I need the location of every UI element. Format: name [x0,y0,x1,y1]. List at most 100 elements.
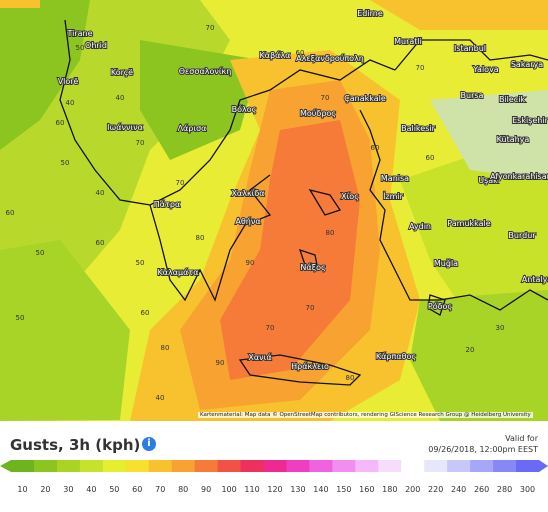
city-label: Vlorë [58,77,79,86]
legend-label: 200 [405,485,420,494]
city-label: Νάξος [300,263,325,272]
legend-swatch [171,460,196,472]
city-label: Burdur [508,231,536,240]
contour-label: 30 [496,324,505,332]
contour-label: 60 [296,49,305,57]
city-label: Καλαμάτα [158,268,199,277]
legend-label: 70 [155,485,165,494]
contour-label: 70 [176,179,185,187]
legend-swatch [516,460,540,472]
legend-label: 260 [474,485,489,494]
contour-label: 60 [371,144,380,152]
contour-label: 60 [56,119,65,127]
legend-swatch [424,460,448,472]
city-label: Θεσσαλονίκη [179,67,232,76]
legend-swatch [332,460,356,472]
contour-label: 70 [306,304,315,312]
legend-swatch [263,460,287,472]
contour-label: 90 [216,359,225,367]
city-label: Sakarya [511,60,543,69]
legend-swatch [56,460,81,472]
legend-arrow [539,460,548,472]
contour-label: 80 [196,234,205,242]
city-label: Μούδρος [300,108,336,118]
city-label: Muğla [434,259,458,268]
legend-swatch [240,460,265,472]
legend-label: 50 [109,485,119,494]
contour-label: 50 [16,314,25,322]
contour-label: 60 [426,154,435,162]
city-label: Manisa [381,174,409,183]
contour-label: 60 [96,239,105,247]
city-label: Λάρισα [178,124,207,133]
legend-title: Gusts, 3h (kph) [10,436,141,454]
wind-area [410,290,548,421]
legend-swatch [355,460,379,472]
city-label: Bursa [461,91,484,100]
wind-area [220,120,360,380]
legend-label: 30 [63,485,73,494]
contour-label: 70 [321,94,330,102]
attribution: Kartenmaterial: Map data © OpenStreetMap… [198,412,533,418]
city-label: Eskişehir [512,116,548,125]
legend-swatch [148,460,173,472]
valid-time: 09/26/2018, 12:00pm EEST [428,445,538,454]
city-label: Κάρπαθος [376,352,416,361]
legend-swatch [447,460,471,472]
contour-label: 50 [76,44,85,52]
contour-label: 90 [246,259,255,267]
legend-label: 150 [336,485,351,494]
city-label: Καβάλα [260,51,291,60]
legend-panel: Gusts, 3h (kph) i Valid for 09/26/2018, … [0,421,548,512]
city-label: Ηράκλειο [291,362,329,371]
wind-area [430,90,548,180]
valid-label: Valid for [505,434,538,443]
city-labels: Tirane Ohrid Korçë Vlorë Θεσσαλονίκη Καβάλα Αλ… [57,8,548,372]
legend-swatch [493,460,517,472]
info-icon[interactable]: i [142,437,156,451]
legend-label: 120 [267,485,282,494]
city-label: Çanakkale [344,94,386,103]
city-label: Tirane [66,29,92,38]
contour-label: 70 [416,64,425,72]
city-label: Χίος [341,192,359,201]
legend-swatch [79,460,104,472]
city-label: Ohrid [85,41,107,50]
contour-label: 70 [266,324,275,332]
legend-swatch [102,460,127,472]
legend-swatch [470,460,494,472]
contour-label: 50 [36,249,45,257]
city-label: Πάτρα [154,200,180,209]
wind-area [0,240,130,421]
contour-label: 40 [96,189,105,197]
contour-labels: 60 70 40 50 60 70 40 50 60 40 50 70 80 90 70 80 60 70 80 90… [6,24,505,402]
city-label: Yalova [472,65,499,74]
contour-label: 50 [136,259,145,267]
contour-label: 80 [346,374,355,382]
contour-label: 40 [156,394,165,402]
city-label: İzmir [383,191,404,201]
coastlines [59,19,548,386]
color-legend: 10 20 30 40 50 60 70 80 90 100 110 120 130 140 150 160 1… [0,460,548,494]
city-label: Aydın [409,222,431,231]
city-label: Ιωάννινα [107,123,143,132]
contour-label: 40 [66,99,75,107]
legend-label: 80 [178,485,188,494]
city-label: Balıkesir [401,124,435,133]
city-label: Αθήνα [235,217,260,226]
map: Tirane Ohrid Korçë Vlorë Θεσσαλονίκη Καβάλα Αλ… [0,0,548,421]
city-label: Χαλκίδα [231,189,264,198]
city-label: Afyonkarahisar [490,172,548,181]
legend-arrow [0,460,11,472]
city-label: Istanbul [454,44,486,53]
legend-swatch [33,460,58,472]
legend-label: 140 [313,485,328,494]
legend-label: 110 [244,485,259,494]
city-label: Ρόδος [428,301,452,311]
wind-area [0,0,548,30]
contour-label: 50 [61,159,70,167]
legend-label: 100 [221,485,236,494]
contour-label: 60 [6,209,15,217]
legend-swatch [378,460,402,472]
